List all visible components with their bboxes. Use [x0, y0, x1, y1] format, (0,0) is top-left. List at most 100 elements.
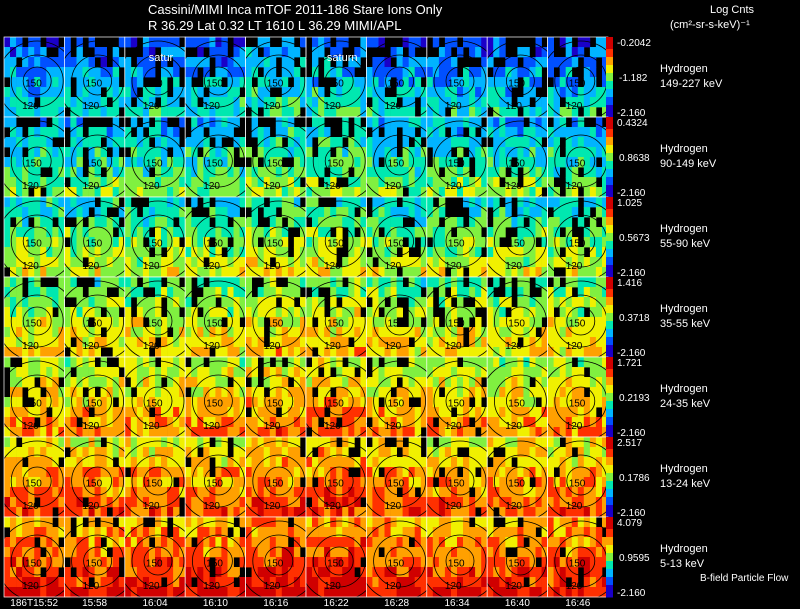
image-pixel — [167, 447, 174, 458]
image-pixel — [529, 467, 536, 478]
image-pixel — [203, 507, 210, 518]
image-pixel — [318, 87, 325, 98]
image-pixel — [438, 347, 446, 358]
image-pixel — [100, 47, 107, 58]
image-pixel — [378, 437, 385, 448]
image-pixel — [457, 287, 464, 298]
image-pixel — [330, 207, 337, 218]
image-pixel — [287, 427, 295, 438]
image-pixel — [396, 437, 403, 448]
image-pixel — [203, 67, 210, 78]
image-pixel — [16, 477, 23, 488]
image-pixel — [10, 127, 17, 138]
image-pixel — [463, 377, 470, 388]
image-pixel — [420, 477, 428, 488]
image-pixel — [366, 347, 373, 358]
image-pixel — [523, 77, 530, 88]
image-pixel — [233, 107, 240, 118]
image-pixel — [499, 367, 506, 378]
image-pixel — [203, 497, 210, 508]
image-pixel — [106, 307, 114, 318]
image-pixel — [34, 37, 41, 48]
image-pixel — [457, 87, 464, 98]
image-pixel — [463, 367, 470, 378]
image-pixel — [34, 517, 41, 528]
image-pixel — [46, 307, 53, 318]
image-pixel — [312, 187, 319, 198]
image-pixel — [312, 47, 319, 58]
image-pixel — [602, 427, 609, 438]
image-pixel — [251, 507, 258, 518]
image-pixel — [269, 97, 277, 108]
image-pixel — [595, 197, 603, 208]
image-pixel — [451, 217, 458, 228]
image-pixel — [451, 377, 458, 388]
image-pixel — [82, 507, 89, 518]
image-pixel — [571, 127, 579, 138]
image-pixel — [487, 147, 494, 158]
image-pixel — [239, 497, 246, 508]
image-pixel — [215, 267, 222, 278]
image-pixel — [505, 377, 512, 388]
image-pixel — [124, 527, 132, 538]
image-pixel — [136, 547, 144, 558]
colorbar-segment — [606, 329, 613, 334]
image-pixel — [293, 477, 301, 488]
image-pixel — [161, 347, 168, 358]
image-pixel — [505, 447, 512, 458]
image-pixel — [136, 367, 144, 378]
image-pixel — [179, 447, 186, 458]
colorbar-max-label: 2.517 — [617, 438, 642, 449]
contour-line — [306, 280, 367, 357]
image-pixel — [559, 117, 567, 128]
image-pixel — [269, 377, 277, 388]
image-pixel — [499, 437, 506, 448]
image-pixel — [275, 267, 283, 278]
image-pixel — [451, 417, 458, 428]
image-pixel — [215, 517, 222, 528]
image-pixel — [82, 67, 89, 78]
contour-label: 120 — [324, 181, 341, 192]
image-pixel — [28, 517, 35, 528]
image-pixel — [124, 557, 132, 568]
image-pixel — [46, 247, 53, 258]
image-pixel — [209, 337, 216, 348]
image-pixel — [124, 97, 132, 108]
image-pixel — [64, 147, 71, 158]
contour-label: 150 — [388, 159, 405, 170]
image-pixel — [269, 327, 277, 338]
image-pixel — [553, 337, 560, 348]
image-pixel — [161, 197, 168, 208]
image-pixel — [215, 207, 222, 218]
colorbar-segment — [606, 117, 613, 122]
image-pixel — [34, 57, 41, 68]
image-pixel — [263, 277, 271, 288]
image-pixel — [70, 557, 77, 568]
image-pixel — [82, 207, 89, 218]
image-pixel — [82, 307, 89, 318]
image-pixel — [438, 427, 446, 438]
image-pixel — [34, 67, 41, 78]
image-pixel — [312, 287, 319, 298]
image-pixel — [136, 257, 144, 268]
image-pixel — [457, 97, 464, 108]
image-pixel — [300, 317, 307, 328]
image-pixel — [269, 267, 277, 278]
image-pixel — [602, 237, 609, 248]
image-pixel — [589, 287, 597, 298]
image-pixel — [40, 197, 47, 208]
image-pixel — [100, 57, 107, 68]
image-pixel — [4, 47, 11, 58]
image-pixel — [215, 137, 222, 148]
image-pixel — [336, 377, 343, 388]
image-pixel — [142, 367, 150, 378]
image-pixel — [4, 467, 11, 478]
image-pixel — [275, 197, 283, 208]
image-pixel — [118, 87, 126, 98]
image-pixel — [251, 217, 258, 228]
image-pixel — [595, 397, 603, 408]
image-pixel — [221, 47, 228, 58]
image-pixel — [493, 387, 500, 398]
contour-line — [366, 280, 427, 357]
image-pixel — [100, 107, 107, 118]
